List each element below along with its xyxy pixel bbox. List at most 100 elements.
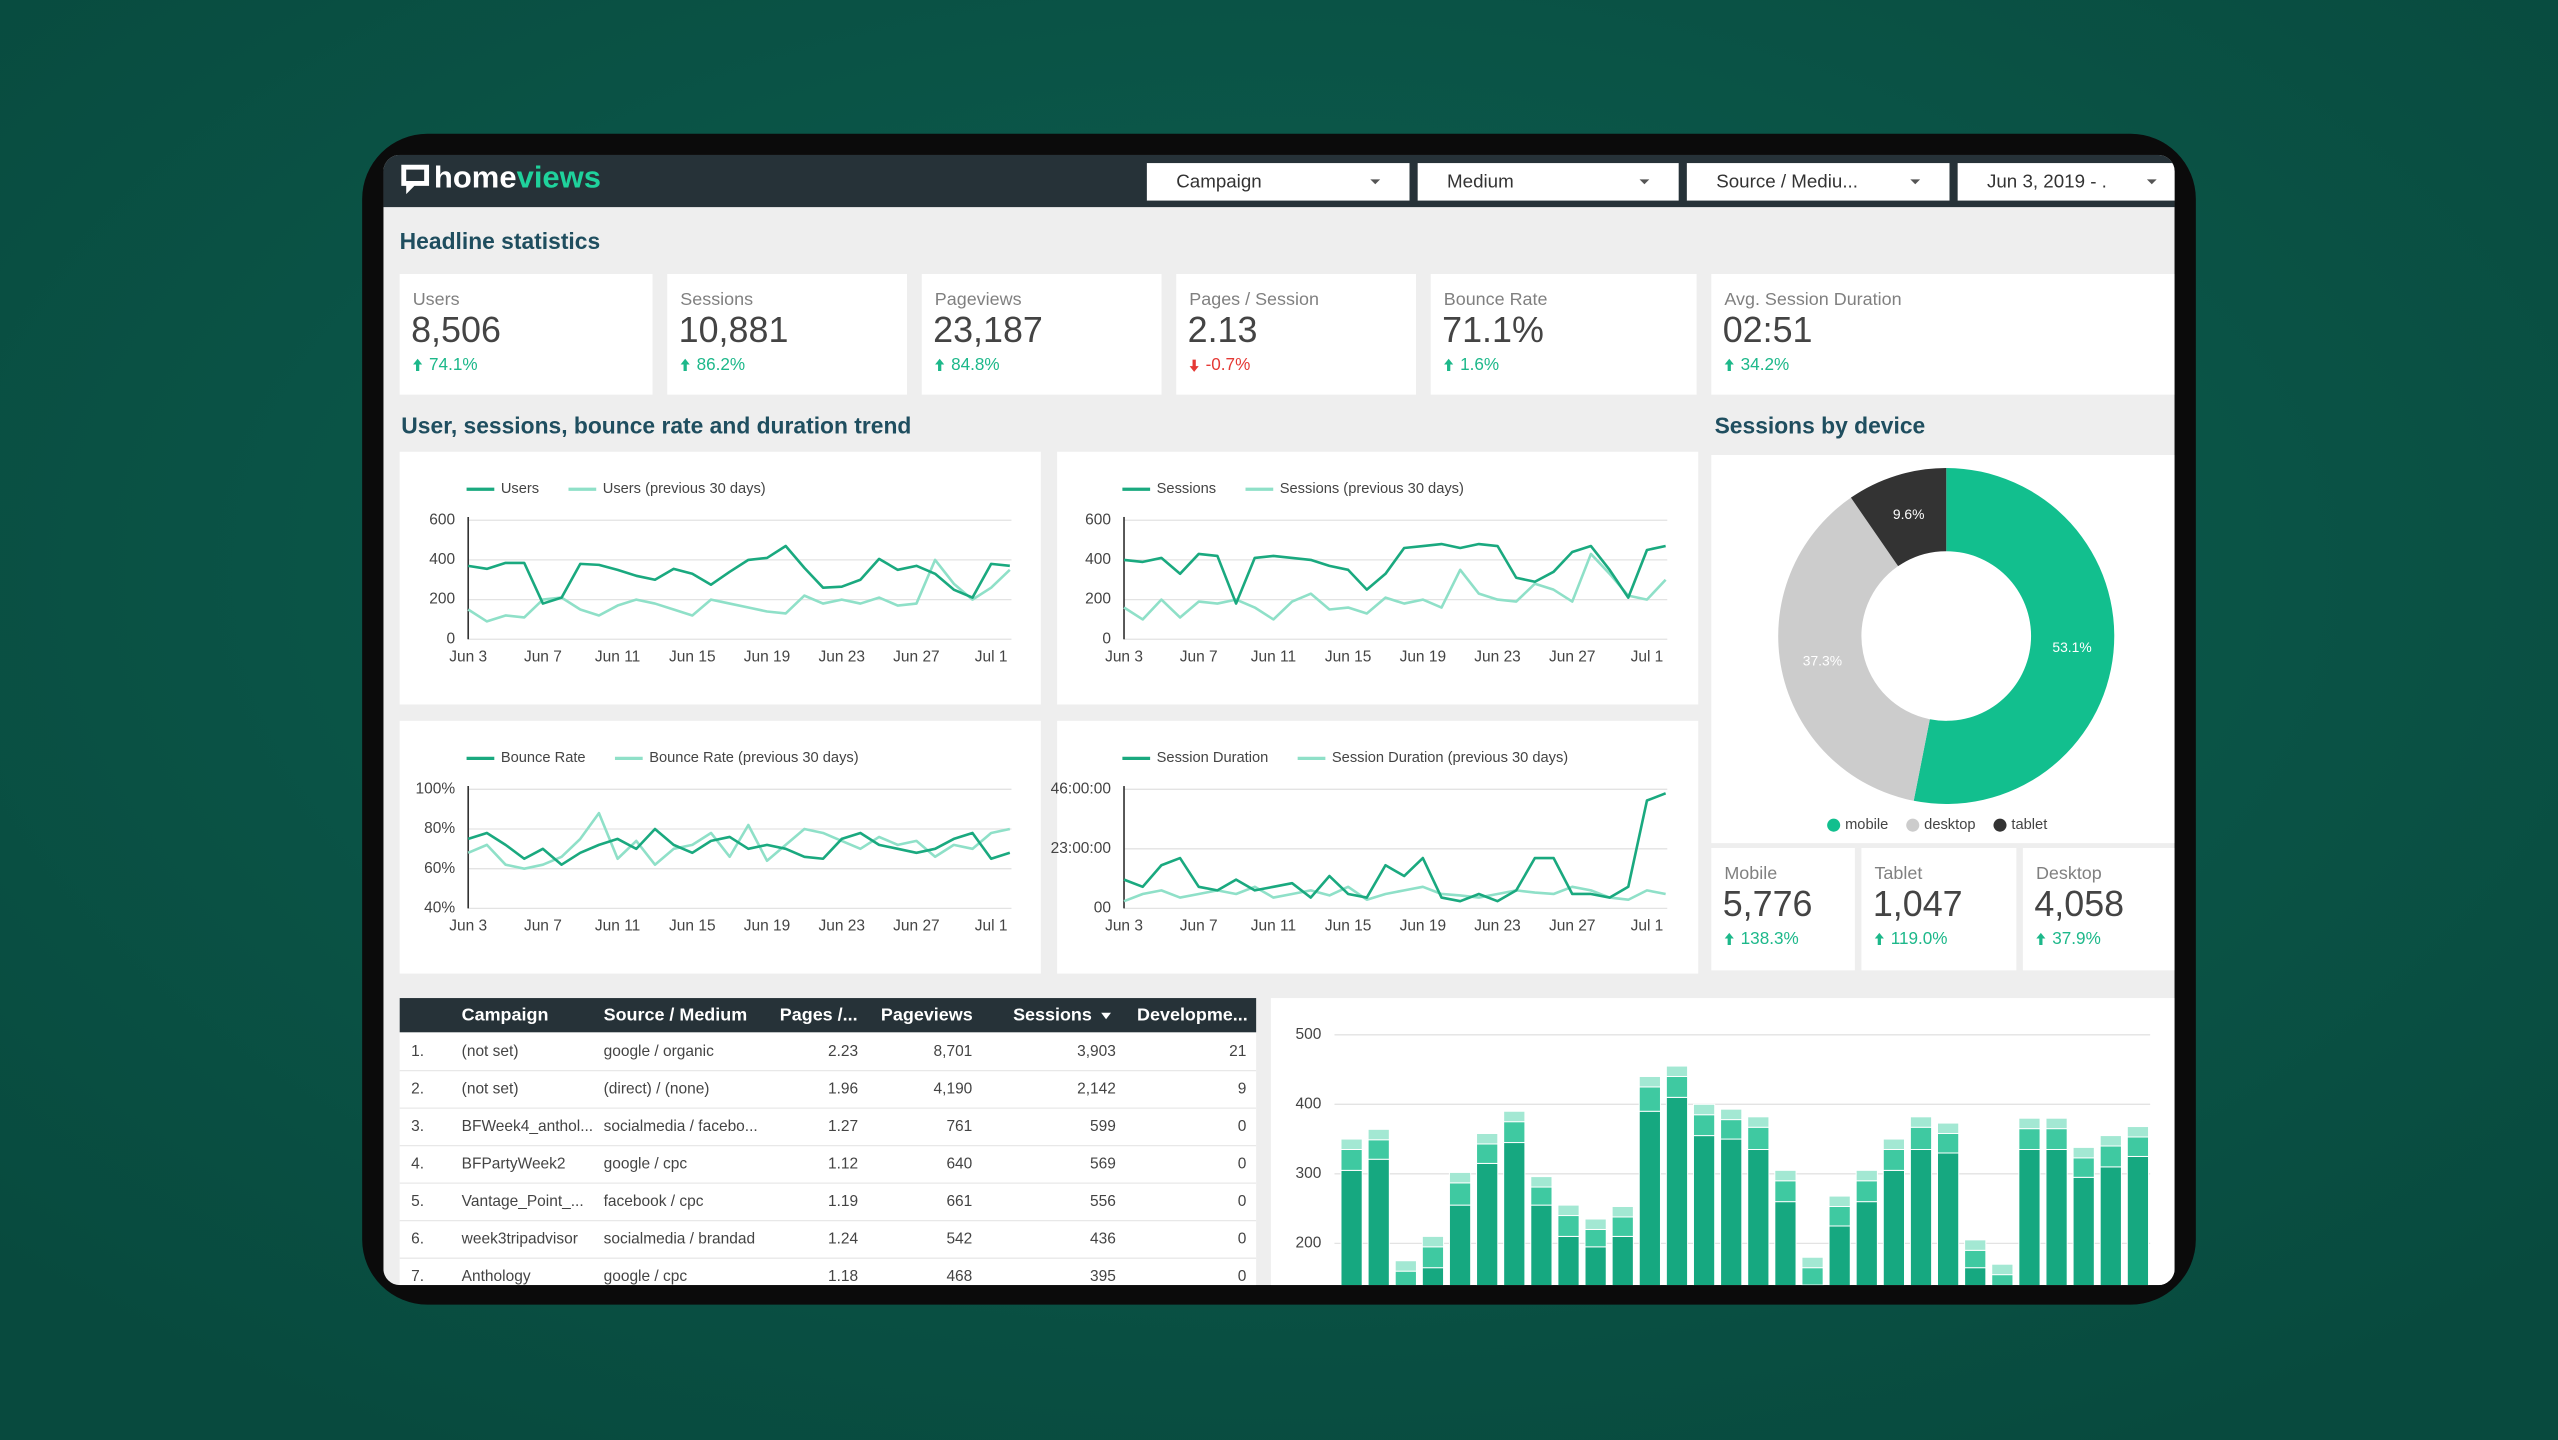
bar-segment bbox=[1747, 1116, 1770, 1128]
x-tick-label: Jun 27 bbox=[893, 648, 940, 665]
kpi-value: 02:51 bbox=[1723, 310, 1813, 350]
bar-segment bbox=[1774, 1169, 1797, 1182]
table-cell: 1. bbox=[411, 1043, 424, 1060]
bar-segment bbox=[1340, 1149, 1363, 1171]
kpi-label: Avg. Session Duration bbox=[1724, 289, 1901, 309]
table-cell: 661 bbox=[946, 1193, 972, 1210]
delta-arrow bbox=[1444, 358, 1454, 372]
bar-segment bbox=[1964, 1249, 1987, 1269]
table-cell: BFWeek4_anthol... bbox=[462, 1118, 593, 1135]
logo-home: home bbox=[434, 160, 517, 195]
bar-segment bbox=[1665, 1065, 1689, 1077]
bar-segment bbox=[1882, 1149, 1905, 1171]
y-tick-label: 600 bbox=[429, 511, 455, 528]
table-cell: 569 bbox=[1090, 1155, 1116, 1172]
chart-panel bbox=[1057, 720, 1699, 974]
x-tick-label: Jun 27 bbox=[1549, 648, 1596, 665]
column-header: Developme... bbox=[1137, 1005, 1248, 1025]
table-cell: 21 bbox=[1229, 1043, 1246, 1060]
bar-segment bbox=[1503, 1121, 1526, 1144]
kpi-delta: 34.2% bbox=[1741, 355, 1790, 374]
table-cell: 1.96 bbox=[828, 1080, 858, 1097]
bar-segment bbox=[2018, 1117, 2041, 1130]
filter-label: Medium bbox=[1447, 171, 1514, 192]
logo-icon bbox=[401, 164, 430, 195]
kpi-delta: 84.8% bbox=[951, 355, 1000, 374]
table-cell: 542 bbox=[946, 1231, 972, 1248]
series-line bbox=[467, 827, 1011, 867]
table-cell: 0 bbox=[1238, 1193, 1247, 1210]
table-cell: 395 bbox=[1090, 1268, 1116, 1285]
table-cell: 0 bbox=[1238, 1118, 1247, 1135]
y-tick-label: 200 bbox=[1085, 591, 1111, 608]
table-cell: 0 bbox=[1238, 1268, 1247, 1285]
kpi-value: 10,881 bbox=[679, 310, 789, 350]
kpi-card bbox=[1711, 273, 2175, 395]
table-cell: 1.24 bbox=[828, 1231, 859, 1248]
kpi-value: 5,776 bbox=[1723, 884, 1813, 924]
kpi-label: Desktop bbox=[2036, 863, 2102, 883]
x-tick-label: Jun 11 bbox=[1251, 648, 1296, 665]
kpi-card bbox=[667, 273, 908, 395]
kpi-card bbox=[921, 273, 1162, 395]
x-tick-label: Jun 15 bbox=[1325, 917, 1372, 934]
bar-segment bbox=[2099, 1145, 2122, 1168]
series-line bbox=[1123, 792, 1667, 903]
y-tick-label: 60% bbox=[424, 860, 455, 877]
x-tick-label: Jul 1 bbox=[1631, 648, 1664, 665]
bar-segment bbox=[1720, 1119, 1743, 1140]
filter-dropdown[interactable] bbox=[1957, 163, 2186, 201]
kpi-delta: 86.2% bbox=[697, 355, 746, 374]
kpi-value: 4,058 bbox=[2034, 884, 2124, 924]
table-cell: google / cpc bbox=[604, 1268, 688, 1285]
screen: homeviews Headline statistics User, sess… bbox=[383, 154, 2186, 1286]
section-title: Sessions by device bbox=[1715, 412, 1926, 438]
bar-segment bbox=[1720, 1108, 1743, 1121]
kpi-card bbox=[1176, 273, 1417, 395]
series-line bbox=[1123, 542, 1666, 605]
delta-arrow bbox=[2036, 932, 2046, 946]
pie-segment bbox=[1850, 468, 1947, 567]
bar-segment bbox=[1801, 1256, 1824, 1269]
bar-segment bbox=[2072, 1157, 2095, 1178]
bar-segment bbox=[1638, 1076, 1661, 1088]
y-tick-label: 300 bbox=[1296, 1165, 1322, 1182]
section-title: Headline statistics bbox=[400, 228, 601, 254]
legend-label: Users (previous 30 days) bbox=[603, 481, 766, 497]
kpi-value: 8,506 bbox=[411, 310, 501, 350]
table-cell: (direct) / (none) bbox=[604, 1080, 710, 1097]
table-cell: (not set) bbox=[462, 1080, 519, 1097]
bar-segment bbox=[2045, 1128, 2068, 1150]
table-cell: 2,142 bbox=[1077, 1080, 1116, 1097]
legend-label: desktop bbox=[1924, 817, 1975, 833]
table-cell: 5. bbox=[411, 1193, 424, 1210]
table-cell: 599 bbox=[1090, 1118, 1116, 1135]
x-tick-label: Jun 15 bbox=[1325, 648, 1372, 665]
table-cell: google / organic bbox=[604, 1043, 714, 1060]
table-cell: 468 bbox=[946, 1268, 972, 1285]
filter-dropdown[interactable] bbox=[1417, 163, 1679, 201]
kpi-label: Sessions bbox=[680, 289, 753, 309]
table-cell: 0 bbox=[1238, 1231, 1247, 1248]
series-line bbox=[1123, 552, 1667, 621]
column-header: Pageviews bbox=[881, 1005, 973, 1025]
bar-segment bbox=[1909, 1116, 1933, 1128]
delta-arrow bbox=[935, 358, 945, 372]
table-cell: week3tripadvisor bbox=[461, 1231, 578, 1248]
bar-segment bbox=[1964, 1239, 1987, 1251]
bar-segment bbox=[1665, 1076, 1689, 1098]
legend-label: mobile bbox=[1845, 817, 1888, 833]
filter-dropdown[interactable] bbox=[1146, 163, 1410, 201]
kpi-value: 23,187 bbox=[933, 310, 1043, 350]
bar-segment bbox=[1638, 1086, 1661, 1112]
bar-segment bbox=[1367, 1139, 1390, 1160]
filter-dropdown[interactable] bbox=[1686, 163, 1950, 201]
x-tick-label: Jul 1 bbox=[975, 648, 1008, 665]
table-cell: socialmedia / brandad bbox=[604, 1231, 756, 1248]
y-tick-label: 40% bbox=[424, 899, 455, 916]
bar-segment bbox=[2072, 1146, 2095, 1159]
bar-segment bbox=[1530, 1186, 1553, 1206]
bar-segment bbox=[2099, 1135, 2122, 1147]
table-cell: google / cpc bbox=[604, 1155, 688, 1172]
